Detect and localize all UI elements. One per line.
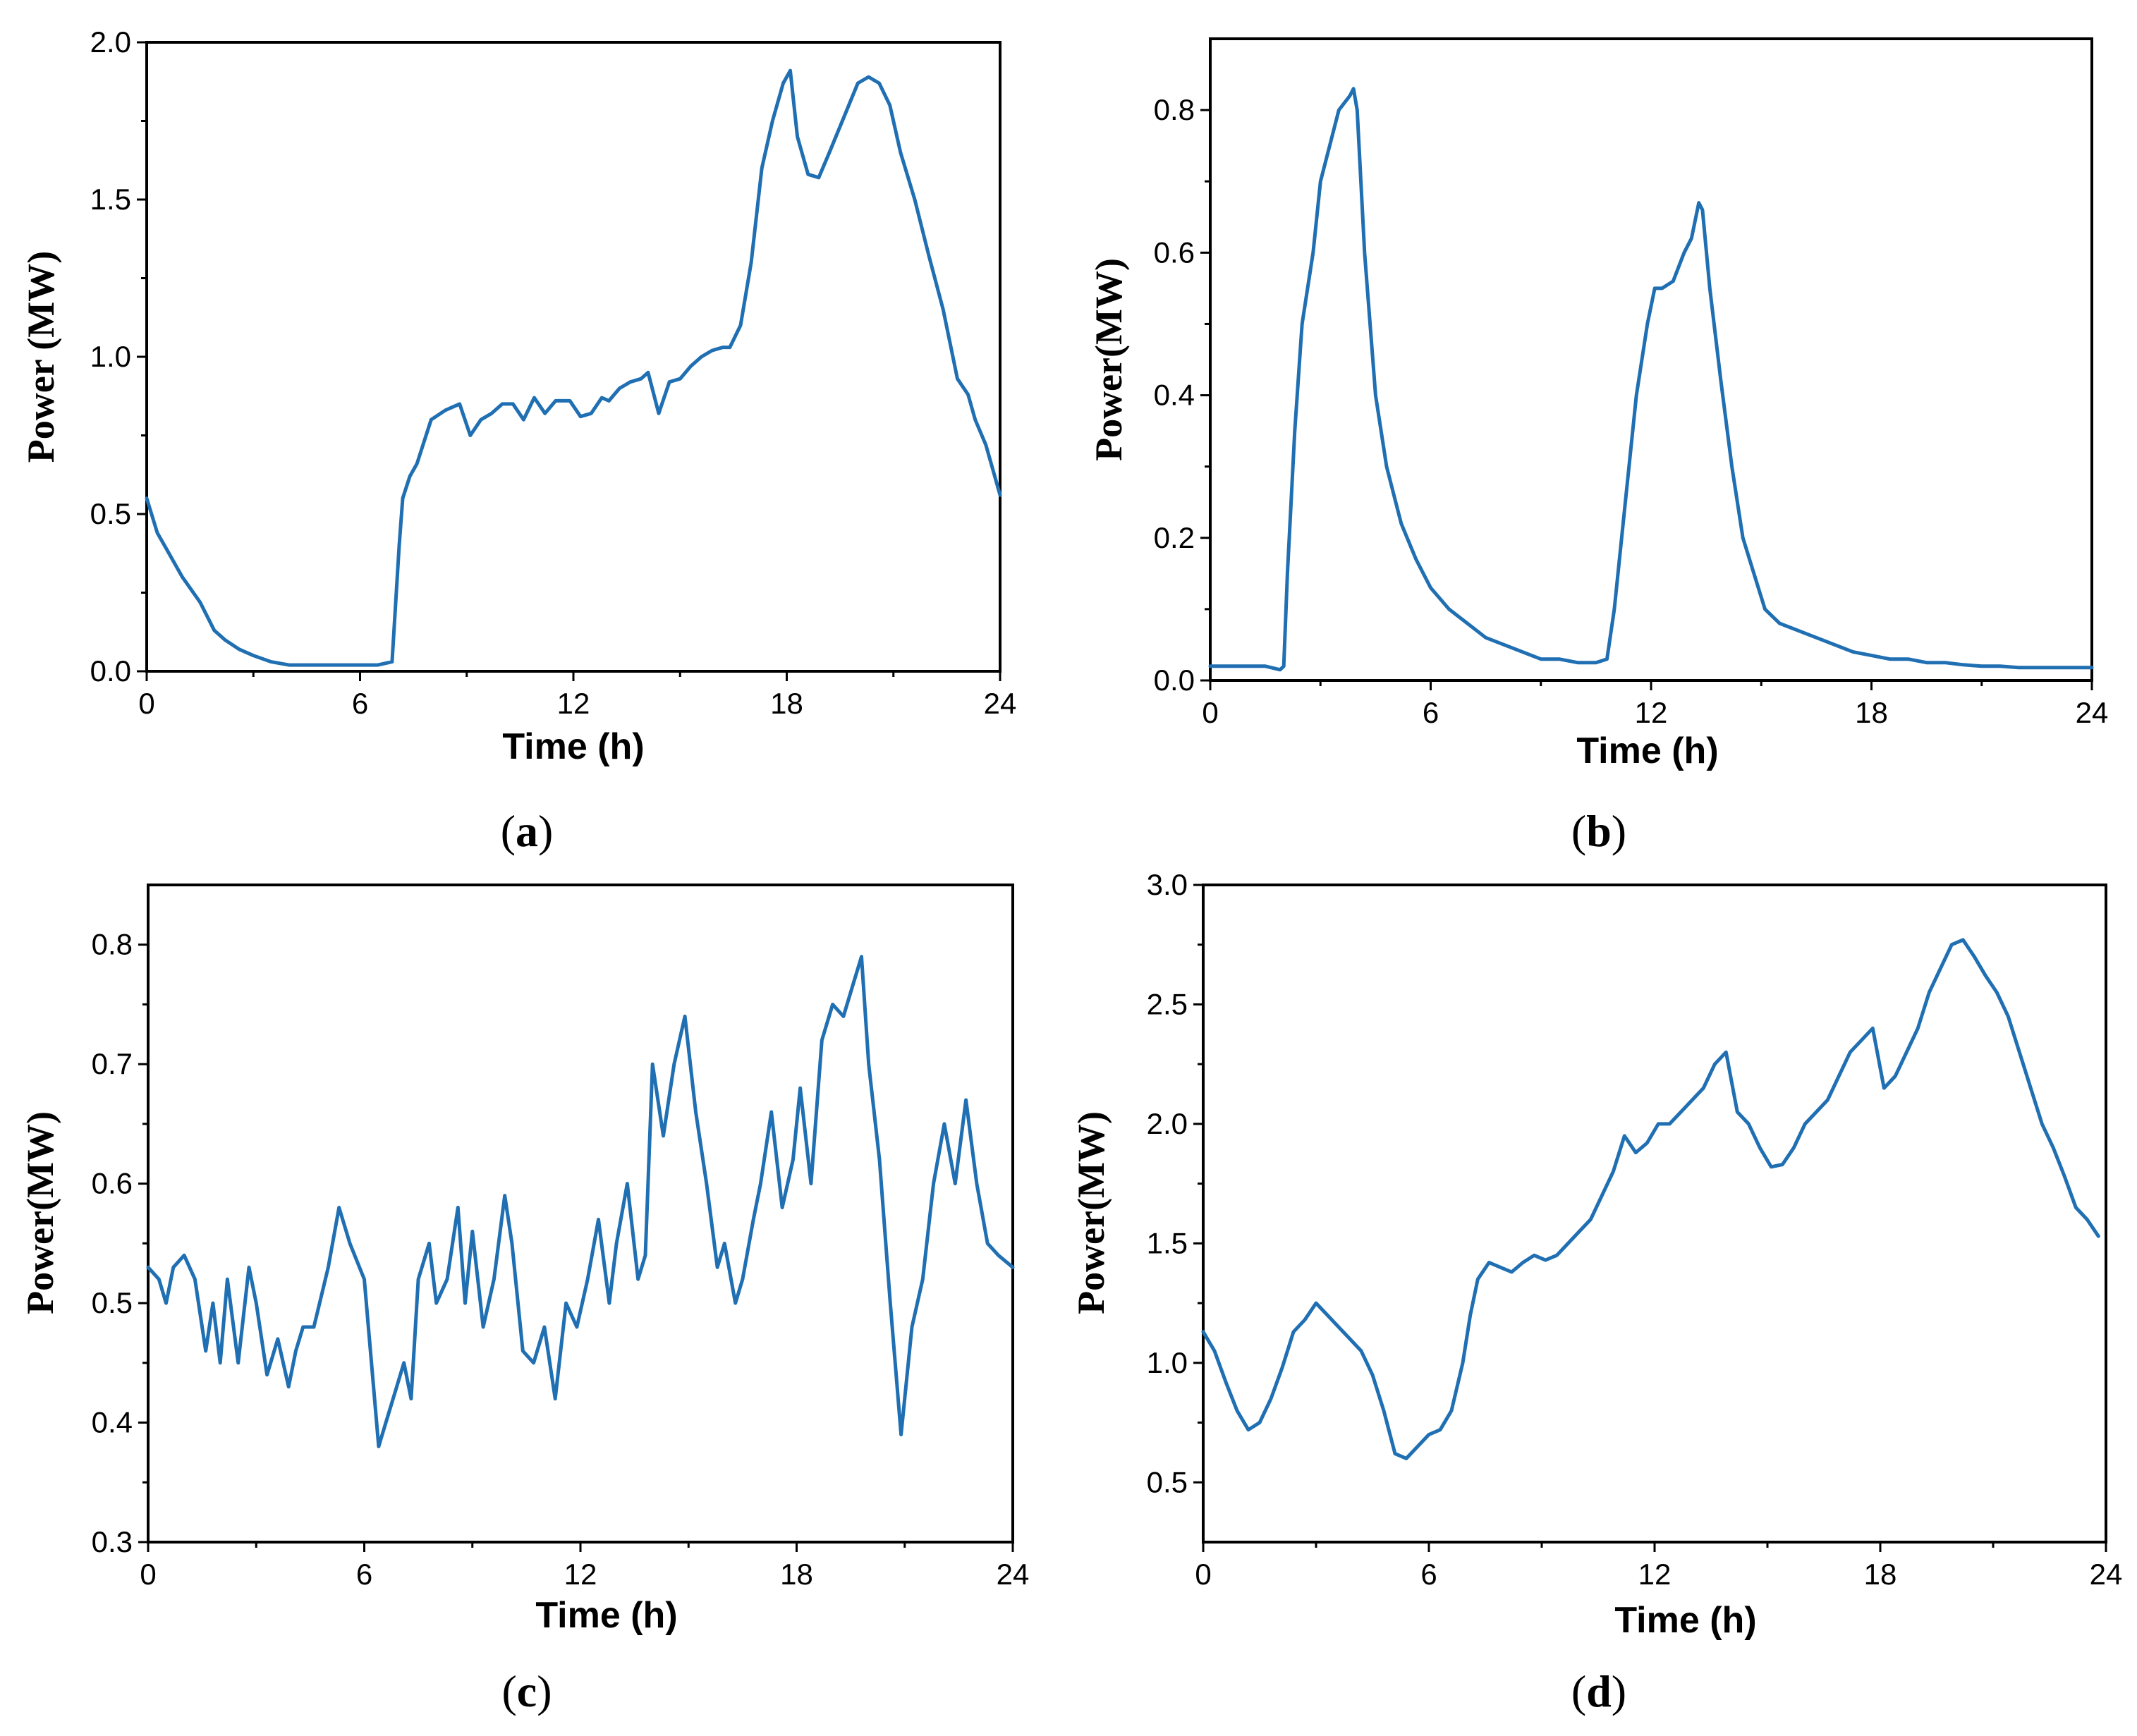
y-tick-label: 0.8 <box>1154 93 1195 126</box>
x-tick-label: 0 <box>1195 1558 1211 1591</box>
y-tick-label: 2.0 <box>90 25 131 59</box>
y-axis: 0.0 0.5 1.0 1.5 2.0 <box>90 25 147 687</box>
data-line <box>1208 87 2094 672</box>
x-tick-label: 18 <box>770 687 803 720</box>
plot-frame <box>1202 884 2107 1544</box>
y-tick-label: 0.5 <box>1147 1465 1188 1498</box>
y-tick-label: 0.2 <box>1154 521 1195 554</box>
y-tick-label: 1.0 <box>90 340 131 373</box>
x-axis-title: Time (h) <box>1614 1600 1756 1641</box>
x-axis-title: Time (h) <box>1576 731 1718 771</box>
x-tick-label: 12 <box>1635 696 1668 729</box>
y-axis-title: Power(MW) <box>1070 1111 1112 1314</box>
y-tick-label: 1.0 <box>1147 1346 1188 1379</box>
data-line <box>1201 938 2100 1460</box>
y-axis-title: Power(MW) <box>19 1111 61 1314</box>
x-tick-label: 12 <box>564 1558 597 1591</box>
x-tick-label: 24 <box>997 1558 1030 1591</box>
y-tick-label: 0.3 <box>92 1525 133 1558</box>
x-tick-label: 0 <box>1202 696 1218 729</box>
x-tick-label: 6 <box>1420 1558 1437 1591</box>
x-tick-label: 0 <box>138 687 154 720</box>
y-tick-label: 0.4 <box>1154 379 1195 412</box>
y-tick-label: 0.7 <box>92 1047 133 1080</box>
y-axis-title: Power(MW) <box>1088 258 1130 461</box>
data-line <box>146 955 1015 1448</box>
x-tick-label: 6 <box>352 687 368 720</box>
y-axis: 0.5 1.0 1.5 2.0 2.5 3.0 <box>1147 868 1203 1498</box>
x-tick-label: 6 <box>356 1558 372 1591</box>
x-axis-title: Time (h) <box>535 1595 677 1636</box>
x-tick-label: 0 <box>140 1558 156 1591</box>
y-tick-label: 0.5 <box>90 497 131 530</box>
chart-panel-c: 0 6 12 18 24 0.3 0.4 0.5 0.6 0.7 0.8 Time (h) Powe… <box>19 884 1029 1716</box>
data-line <box>145 68 1002 667</box>
y-tick-label: 2.5 <box>1147 987 1188 1020</box>
x-axis: 0 6 12 18 24 <box>1195 1542 2122 1591</box>
y-tick-label: 0.4 <box>92 1406 133 1439</box>
y-tick-label: 1.5 <box>90 183 131 216</box>
panel-label: (a) <box>501 806 554 856</box>
y-tick-label: 0.6 <box>1154 236 1195 269</box>
x-tick-label: 12 <box>1638 1558 1672 1591</box>
chart-panel-b: 0 6 12 18 24 0.0 0.2 0.4 0.6 0.8 Time (h) Power(M… <box>1088 37 2108 856</box>
y-axis-title: Power (MW) <box>20 251 62 463</box>
panel-label: (d) <box>1571 1666 1626 1716</box>
y-tick-label: 2.0 <box>1147 1107 1188 1140</box>
panel-label: (b) <box>1571 806 1626 856</box>
x-axis-title: Time (h) <box>502 726 644 767</box>
y-tick-label: 0.0 <box>1154 664 1195 697</box>
x-tick-label: 6 <box>1423 696 1439 729</box>
x-tick-label: 24 <box>2076 696 2109 729</box>
x-axis: 0 6 12 18 24 <box>140 1542 1029 1591</box>
panel-label: (c) <box>501 1666 552 1716</box>
y-tick-label: 3.0 <box>1147 868 1188 901</box>
y-tick-label: 0.5 <box>92 1286 133 1319</box>
y-axis: 0.0 0.2 0.4 0.6 0.8 <box>1154 93 1210 697</box>
y-axis: 0.3 0.4 0.5 0.6 0.7 0.8 <box>92 928 148 1558</box>
x-tick-label: 18 <box>1864 1558 1897 1591</box>
y-tick-label: 1.5 <box>1147 1226 1188 1259</box>
x-axis: 0 6 12 18 24 <box>138 671 1016 720</box>
y-tick-label: 0.8 <box>92 928 133 961</box>
plot-frame <box>1209 37 2093 682</box>
x-tick-label: 12 <box>557 687 590 720</box>
y-tick-label: 0.6 <box>92 1167 133 1200</box>
plot-frame <box>145 41 1001 673</box>
x-tick-label: 24 <box>984 687 1017 720</box>
chart-panel-d: 0 6 12 18 24 0.5 1.0 1.5 2.0 2.5 3.0 Time (h) Powe… <box>1070 868 2122 1716</box>
x-axis: 0 6 12 18 24 <box>1202 680 2108 729</box>
y-tick-label: 0.0 <box>90 654 131 687</box>
x-tick-label: 18 <box>1855 696 1888 729</box>
chart-panel-a: 0 6 12 18 24 0.0 0.5 1.0 1.5 2.0 Time (h) Power (… <box>20 25 1016 856</box>
x-tick-label: 24 <box>2090 1558 2123 1591</box>
x-tick-label: 18 <box>780 1558 813 1591</box>
